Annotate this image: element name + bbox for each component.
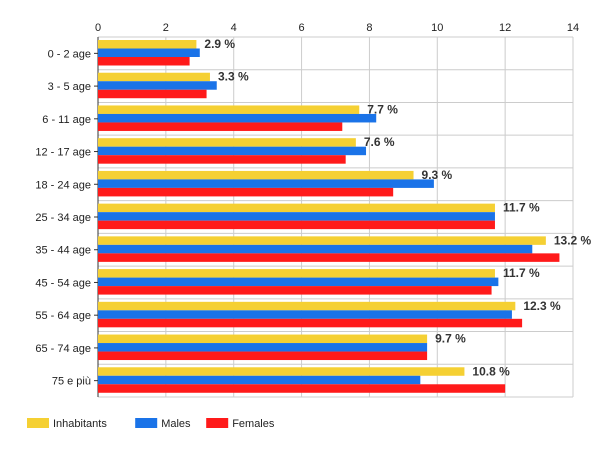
bar-inhabitants [98,203,495,213]
category-label: 45 - 54 age [35,277,91,289]
category-label: 75 e più [52,376,91,388]
bar-females [98,122,343,131]
data-label: 7.7 % [367,102,398,116]
x-tick-label: 0 [95,22,101,34]
data-label: 11.7 % [503,201,540,215]
data-label: 11.7 % [503,266,540,280]
x-tick-label: 4 [231,22,237,34]
bar-males [98,212,495,221]
x-tick-label: 10 [431,22,443,34]
bar-inhabitants [98,138,356,147]
bar-inhabitants [98,301,516,311]
x-tick-label: 8 [366,22,372,34]
category-label: 55 - 64 age [35,310,91,322]
category-label: 25 - 34 age [35,212,91,224]
bar-females [98,187,394,197]
bar-females [98,155,346,164]
category-label: 35 - 44 age [35,245,91,257]
data-label: 13.2 % [554,233,592,247]
bar-females [98,220,495,230]
bar-males [98,179,434,188]
bar-males [98,113,377,123]
bar-males [98,244,533,254]
category-label: 18 - 24 age [35,179,91,191]
bar-inhabitants [98,72,210,82]
x-tick-label: 2 [163,22,169,34]
category-label: 3 - 5 age [48,81,91,93]
bar-females [98,384,506,393]
bar-males [98,375,421,385]
category-label: 65 - 74 age [35,343,91,355]
bar-males [98,343,428,352]
bar-females [98,286,492,295]
bar-females [98,351,428,361]
bar-inhabitants [98,269,495,278]
legend-swatch-females [206,418,229,428]
bar-females [98,253,560,262]
legend-label-males: Males [161,418,191,430]
legend-label-inhabitants: Inhabitants [53,418,107,430]
x-tick-label: 12 [499,22,511,34]
bar-inhabitants [98,334,428,344]
bar-males [98,310,512,319]
x-tick-label: 14 [567,22,579,34]
bar-males [98,277,499,287]
x-tick-label: 6 [299,22,305,34]
bar-inhabitants [98,236,546,245]
legend-swatch-inhabitants [27,418,49,428]
bar-females [98,57,190,66]
data-label: 3.3 % [218,70,249,84]
bar-males [98,48,200,57]
data-label: 7.6 % [364,135,395,149]
bar-inhabitants [98,105,360,114]
bar-inhabitants [98,170,414,180]
category-label: 6 - 11 age [42,114,91,126]
bar-males [98,81,217,90]
bar-inhabitants [98,40,197,49]
data-label: 9.3 % [422,168,453,182]
bar-females [98,318,523,328]
category-label: 12 - 17 age [35,147,91,159]
data-label: 12.3 % [523,299,561,313]
data-label: 10.8 % [472,364,510,378]
bar-males [98,146,367,156]
data-label: 2.9 % [204,37,235,51]
category-label: 0 - 2 age [48,48,91,60]
legend-swatch-males [135,418,158,428]
bar-inhabitants [98,367,465,376]
bar-females [98,89,207,99]
legend-label-females: Females [232,418,275,430]
data-label: 9.7 % [435,332,466,346]
